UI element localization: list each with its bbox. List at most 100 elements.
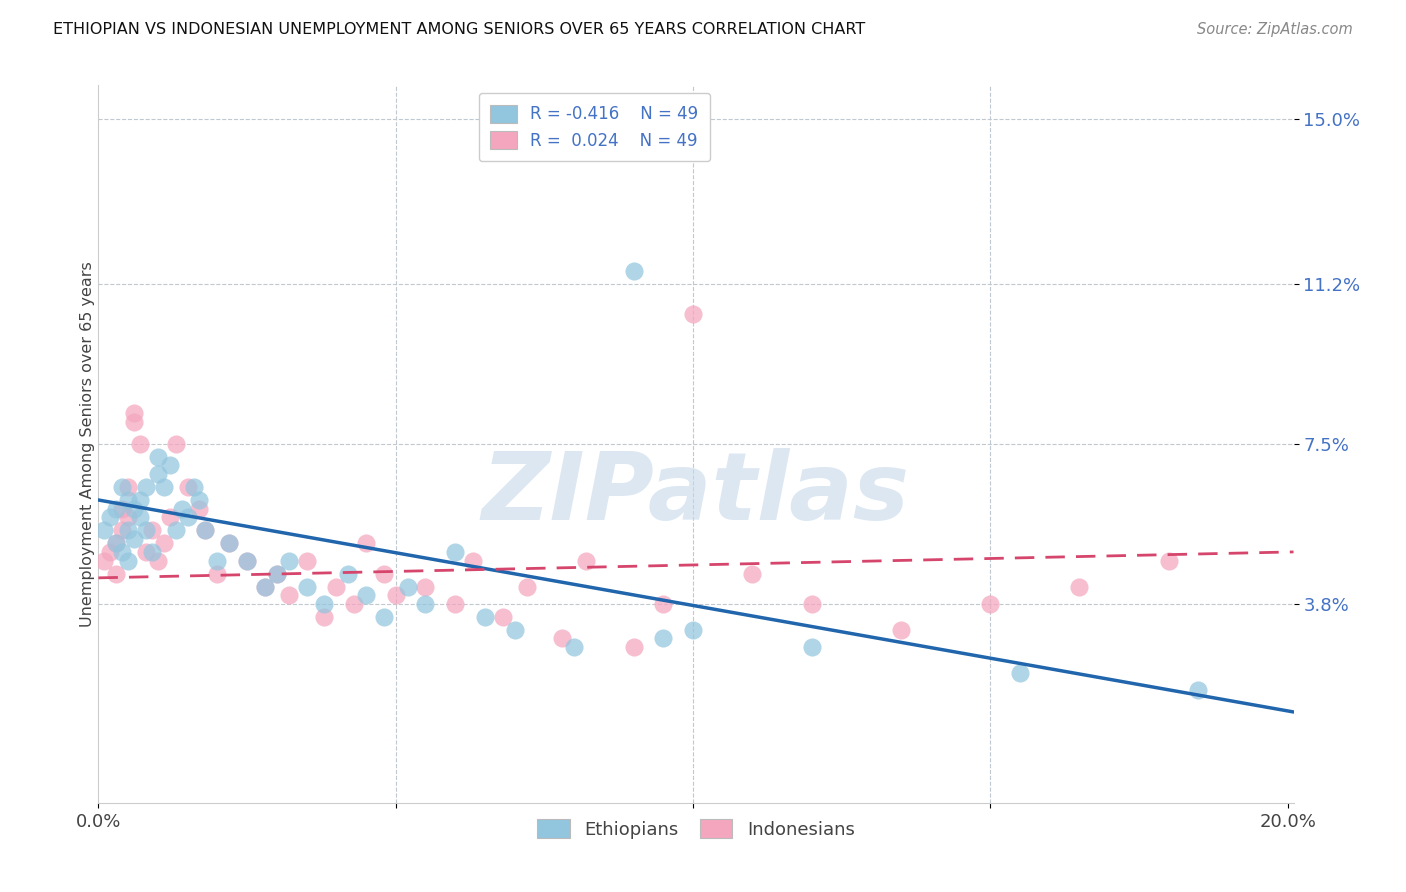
Point	[623, 264, 645, 278]
Point	[194, 523, 217, 537]
Point	[444, 597, 467, 611]
Point	[373, 609, 395, 624]
Point	[337, 566, 360, 581]
Point	[146, 553, 169, 567]
Point	[105, 536, 128, 550]
Point	[384, 588, 406, 602]
Point	[266, 566, 288, 581]
Point	[1157, 553, 1180, 567]
Point	[188, 493, 211, 508]
Point	[503, 623, 526, 637]
Point	[295, 580, 318, 594]
Point	[93, 553, 115, 567]
Point	[135, 480, 157, 494]
Point	[461, 553, 484, 567]
Point	[165, 437, 187, 451]
Point	[1008, 666, 1031, 681]
Point	[153, 536, 176, 550]
Text: Source: ZipAtlas.com: Source: ZipAtlas.com	[1197, 22, 1353, 37]
Point	[117, 553, 139, 567]
Point	[314, 597, 336, 611]
Point	[111, 545, 134, 559]
Point	[623, 640, 645, 654]
Point	[396, 580, 419, 594]
Point	[111, 480, 134, 494]
Point	[117, 480, 139, 494]
Point	[373, 566, 395, 581]
Point	[117, 523, 139, 537]
Point	[141, 523, 163, 537]
Point	[146, 467, 169, 481]
Point	[176, 510, 198, 524]
Point	[170, 501, 193, 516]
Point	[474, 609, 496, 624]
Point	[122, 415, 145, 429]
Point	[343, 597, 366, 611]
Point	[129, 493, 152, 508]
Point	[98, 510, 121, 524]
Point	[194, 523, 217, 537]
Point	[122, 501, 145, 516]
Point	[800, 640, 823, 654]
Y-axis label: Unemployment Among Seniors over 65 years: Unemployment Among Seniors over 65 years	[80, 260, 94, 627]
Point	[682, 623, 704, 637]
Point	[159, 458, 181, 473]
Point	[98, 545, 121, 559]
Point	[652, 597, 675, 611]
Point	[890, 623, 912, 637]
Point	[153, 480, 176, 494]
Point	[218, 536, 240, 550]
Point	[218, 536, 240, 550]
Point	[277, 588, 299, 602]
Point	[266, 566, 288, 581]
Point	[492, 609, 515, 624]
Point	[236, 553, 259, 567]
Point	[551, 632, 574, 646]
Point	[176, 480, 198, 494]
Point	[236, 553, 259, 567]
Text: ZIPatlas: ZIPatlas	[482, 448, 910, 540]
Point	[117, 493, 139, 508]
Point	[277, 553, 299, 567]
Point	[575, 553, 598, 567]
Point	[105, 536, 128, 550]
Point	[325, 580, 347, 594]
Point	[652, 632, 675, 646]
Point	[117, 510, 139, 524]
Point	[93, 523, 115, 537]
Point	[135, 523, 157, 537]
Text: ETHIOPIAN VS INDONESIAN UNEMPLOYMENT AMONG SENIORS OVER 65 YEARS CORRELATION CHA: ETHIOPIAN VS INDONESIAN UNEMPLOYMENT AMO…	[53, 22, 866, 37]
Point	[415, 597, 437, 611]
Point	[122, 532, 145, 546]
Point	[253, 580, 276, 594]
Point	[183, 480, 205, 494]
Point	[188, 501, 211, 516]
Point	[105, 566, 128, 581]
Point	[146, 450, 169, 464]
Point	[129, 437, 152, 451]
Point	[105, 501, 128, 516]
Point	[207, 566, 229, 581]
Point	[314, 609, 336, 624]
Point	[444, 545, 467, 559]
Point	[207, 553, 229, 567]
Point	[354, 536, 377, 550]
Point	[135, 545, 157, 559]
Point	[159, 510, 181, 524]
Point	[562, 640, 585, 654]
Point	[111, 523, 134, 537]
Legend: Ethiopians, Indonesians: Ethiopians, Indonesians	[529, 810, 863, 847]
Point	[122, 407, 145, 421]
Point	[979, 597, 1001, 611]
Point	[741, 566, 763, 581]
Point	[129, 510, 152, 524]
Point	[800, 597, 823, 611]
Point	[1069, 580, 1091, 594]
Point	[1187, 683, 1209, 698]
Point	[141, 545, 163, 559]
Point	[515, 580, 537, 594]
Point	[165, 523, 187, 537]
Point	[682, 307, 704, 321]
Point	[111, 501, 134, 516]
Point	[253, 580, 276, 594]
